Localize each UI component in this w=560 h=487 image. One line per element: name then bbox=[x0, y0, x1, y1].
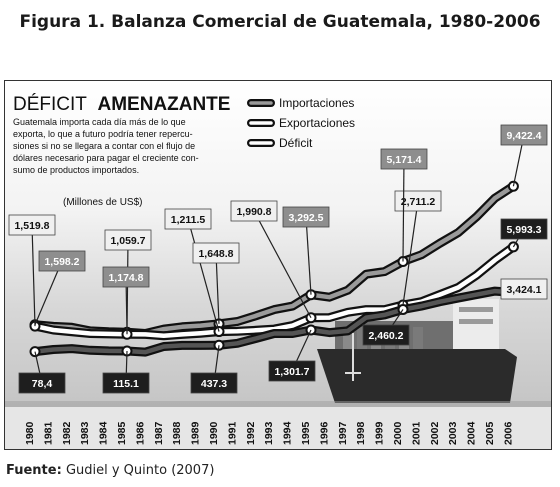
chart-description: Guatemala importa cada día más de lo que… bbox=[13, 117, 199, 175]
data-label: 1,211.5 bbox=[164, 208, 220, 332]
data-label: 5,171.4 bbox=[380, 148, 428, 262]
data-label-text: 5,171.4 bbox=[386, 154, 421, 166]
description-line: siones si no se llegara a contar con el … bbox=[13, 141, 195, 151]
chart-frame: 1,519.8 1,598.2 78,4 1,059.7 1,174.8 115.1 1,2… bbox=[4, 80, 552, 450]
x-tick-label: 1989 bbox=[190, 421, 202, 445]
description-line: Guatemala importa cada día más de lo que bbox=[13, 117, 186, 127]
x-tick-label: 2002 bbox=[429, 421, 441, 445]
x-tick-label: 1985 bbox=[116, 421, 128, 445]
legend-label: Exportaciones bbox=[279, 116, 355, 130]
data-label: 1,174.8 bbox=[102, 266, 150, 333]
data-label-text: 1,648.8 bbox=[198, 248, 233, 260]
x-tick-label: 1994 bbox=[282, 421, 294, 445]
data-label: 2,711.2 bbox=[394, 190, 442, 306]
source-text: Gudiel y Quinto (2007) bbox=[65, 463, 215, 478]
x-tick-label: 1990 bbox=[208, 421, 220, 445]
data-label-text: 78,4 bbox=[32, 378, 53, 390]
data-label-text: 3,424.1 bbox=[506, 284, 541, 296]
data-label: 3,292.5 bbox=[282, 206, 330, 295]
x-tick-label: 2000 bbox=[392, 421, 404, 445]
source-note: Fuente: Gudiel y Quinto (2007) bbox=[6, 463, 214, 478]
x-tick-label: 1983 bbox=[79, 421, 91, 445]
x-tick-label: 1995 bbox=[300, 421, 312, 445]
data-label-text: 1,598.2 bbox=[44, 256, 79, 268]
data-label-text: 437.3 bbox=[201, 378, 227, 390]
chart-title-part2: AMENAZANTE bbox=[97, 94, 230, 115]
data-label-text: 9,422.4 bbox=[506, 130, 541, 142]
legend: Importaciones Exportaciones Déficit bbox=[247, 96, 355, 150]
data-label: 1,990.8 bbox=[230, 200, 312, 319]
data-point bbox=[305, 324, 317, 336]
data-label: 5,993.3 bbox=[500, 218, 548, 248]
data-label-text: 5,993.3 bbox=[506, 224, 541, 236]
x-tick-label: 1984 bbox=[98, 421, 110, 445]
x-tick-label: 2005 bbox=[484, 421, 496, 445]
chart-title: DÉFICIT AMENAZANTE bbox=[13, 94, 230, 115]
x-tick-label: 1988 bbox=[171, 421, 183, 445]
figure-title: Figura 1. Balanza Comercial de Guatemala… bbox=[19, 12, 541, 32]
data-label-text: 1,990.8 bbox=[236, 206, 271, 218]
data-label-text: 2,460.2 bbox=[368, 330, 403, 342]
source-label: Fuente: bbox=[6, 463, 62, 478]
data-label-text: 1,059.7 bbox=[110, 235, 145, 247]
x-tick-label: 1986 bbox=[134, 421, 146, 445]
data-label-text: 1,519.8 bbox=[14, 220, 49, 232]
data-label-text: 115.1 bbox=[113, 378, 139, 390]
x-tick-label: 1991 bbox=[226, 421, 238, 445]
data-label: 115.1 bbox=[102, 350, 150, 394]
data-label: 1,648.8 bbox=[192, 242, 240, 324]
x-axis-band bbox=[5, 407, 551, 449]
units-label: (Millones de US$) bbox=[63, 197, 142, 208]
data-label: 1,598.2 bbox=[34, 250, 86, 325]
x-tick-label: 2001 bbox=[410, 421, 422, 445]
data-label-text: 1,301.7 bbox=[274, 366, 309, 378]
legend-item: Importaciones bbox=[247, 96, 354, 110]
x-tick-label: 1998 bbox=[355, 421, 367, 445]
data-label: 1,301.7 bbox=[268, 329, 316, 382]
data-label: 2,460.2 bbox=[362, 309, 410, 346]
x-tick-label: 1997 bbox=[337, 421, 349, 445]
x-tick-label: 1996 bbox=[318, 421, 330, 445]
data-label-text: 1,174.8 bbox=[108, 272, 143, 284]
x-tick-label: 1993 bbox=[263, 421, 275, 445]
x-tick-label: 2004 bbox=[466, 421, 478, 445]
description-line: exporta, lo que a futuro podría tener re… bbox=[13, 129, 193, 139]
x-tick-label: 1980 bbox=[24, 421, 36, 445]
data-label: 9,422.4 bbox=[500, 124, 548, 187]
balanza-chart: 1,519.8 1,598.2 78,4 1,059.7 1,174.8 115.1 1,2… bbox=[5, 94, 551, 449]
x-tick-label: 1982 bbox=[61, 421, 73, 445]
x-tick-label: 2006 bbox=[502, 421, 514, 445]
data-label: 1,519.8 bbox=[8, 214, 56, 327]
x-tick-label: 1999 bbox=[374, 421, 386, 445]
data-label-text: 1,211.5 bbox=[171, 214, 206, 226]
data-label: 3,424.1 bbox=[500, 278, 548, 300]
description-line: sumo de productos importados. bbox=[13, 165, 139, 175]
legend-label: Importaciones bbox=[279, 96, 354, 110]
data-label-text: 2,711.2 bbox=[401, 196, 436, 208]
x-tick-label: 1992 bbox=[245, 421, 257, 445]
legend-item: Déficit bbox=[247, 136, 313, 150]
chart-title-part1: DÉFICIT bbox=[13, 94, 87, 115]
data-label: 78,4 bbox=[18, 351, 66, 394]
legend-label: Déficit bbox=[279, 136, 313, 150]
x-tick-label: 1987 bbox=[153, 421, 165, 445]
data-label: 437.3 bbox=[190, 345, 238, 394]
description-line: dólares necesario para pagar el crecient… bbox=[13, 153, 199, 163]
x-tick-label: 1981 bbox=[42, 421, 54, 445]
x-tick-label: 2003 bbox=[447, 421, 459, 445]
data-label-text: 3,292.5 bbox=[288, 212, 323, 224]
legend-item: Exportaciones bbox=[247, 116, 355, 130]
